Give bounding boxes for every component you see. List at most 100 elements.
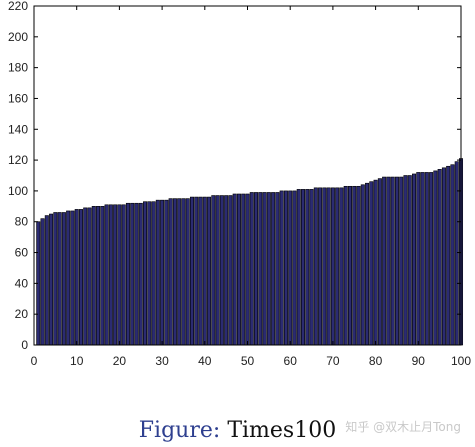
y-tick-label: 180 — [8, 61, 28, 75]
y-tick-label: 120 — [8, 153, 28, 167]
bar — [437, 169, 442, 346]
bar — [164, 199, 169, 346]
bar — [300, 189, 306, 346]
y-tick-label: 160 — [8, 91, 28, 105]
bar — [365, 182, 370, 346]
bar — [249, 192, 254, 346]
bar — [215, 195, 220, 346]
bar — [83, 207, 88, 346]
bar — [117, 204, 122, 346]
bar — [57, 212, 62, 346]
bar — [113, 204, 118, 346]
bar — [108, 204, 113, 346]
bar — [335, 187, 340, 346]
bar — [429, 172, 434, 346]
bar — [313, 187, 318, 346]
bar — [160, 199, 165, 346]
bar — [318, 187, 323, 346]
bar — [309, 189, 314, 346]
x-tick-label: 90 — [412, 354, 426, 368]
bar — [360, 184, 365, 346]
bar — [198, 196, 203, 346]
bar — [279, 190, 284, 346]
bar — [377, 178, 382, 346]
bar — [373, 179, 378, 346]
bar — [181, 198, 186, 346]
bar — [151, 201, 156, 346]
bar — [224, 195, 229, 346]
bar — [53, 212, 58, 346]
bar — [407, 175, 412, 346]
axes-frame — [33, 5, 462, 346]
y-tick-label: 200 — [8, 30, 28, 44]
bar — [352, 185, 357, 346]
y-axis: 0 20 40 60 80 100 120 140 160 180 200 220 — [8, 0, 461, 352]
x-tick-label: 20 — [113, 354, 127, 368]
bar — [168, 198, 173, 346]
bar — [343, 185, 348, 346]
bar — [416, 172, 421, 346]
y-tick-label: 140 — [8, 122, 28, 136]
y-tick-label: 40 — [15, 276, 29, 290]
bar — [138, 202, 143, 346]
bar — [147, 201, 152, 346]
bar — [143, 201, 148, 346]
bar — [177, 198, 182, 346]
bar — [87, 207, 92, 346]
bar — [61, 212, 66, 346]
bar — [172, 198, 177, 346]
bar — [394, 176, 399, 346]
bar — [390, 176, 395, 346]
bar — [40, 218, 45, 346]
bar — [326, 187, 331, 346]
y-tick-label: 220 — [8, 0, 28, 13]
y-tick-label: 20 — [15, 307, 29, 321]
bar — [74, 209, 79, 346]
bar — [100, 206, 105, 346]
bar — [232, 193, 237, 346]
bar — [420, 172, 425, 346]
bar — [91, 206, 96, 346]
bar — [44, 215, 49, 346]
bars-group — [36, 158, 464, 346]
bar — [296, 189, 301, 346]
bar — [228, 195, 233, 346]
bar — [66, 210, 71, 346]
bar — [262, 192, 267, 346]
bar — [78, 209, 83, 346]
caption-text: Times100 — [227, 418, 337, 443]
bar — [347, 185, 352, 346]
bar — [194, 196, 199, 346]
bar — [283, 190, 288, 346]
bar — [382, 176, 387, 346]
x-tick-label: 70 — [326, 354, 340, 368]
bar — [356, 185, 361, 346]
bar — [189, 196, 194, 346]
bar — [245, 193, 250, 346]
bar — [369, 181, 374, 346]
watermark: 知乎 @双木止月Tong — [345, 420, 461, 434]
bar — [275, 192, 280, 346]
bar — [49, 213, 54, 346]
bar — [254, 192, 259, 346]
bar — [271, 192, 276, 346]
y-tick-label: 0 — [21, 338, 28, 352]
bar — [266, 192, 271, 346]
bar — [292, 190, 297, 346]
bar — [433, 170, 438, 346]
bar — [70, 210, 75, 346]
bar — [241, 193, 246, 346]
bar — [339, 187, 344, 346]
y-tick-label: 100 — [8, 184, 28, 198]
bar — [386, 176, 391, 346]
bar — [202, 196, 207, 346]
bar — [211, 195, 216, 346]
bar — [125, 202, 130, 346]
y-tick-label: 60 — [15, 246, 29, 260]
x-tick-label: 10 — [70, 354, 84, 368]
figure-caption: Figure: Times100 — [0, 418, 475, 443]
bar — [104, 204, 109, 346]
x-axis: 0 10 20 30 40 50 60 70 80 90 100 — [31, 6, 471, 368]
x-tick-label: 80 — [369, 354, 383, 368]
bar — [288, 190, 293, 346]
